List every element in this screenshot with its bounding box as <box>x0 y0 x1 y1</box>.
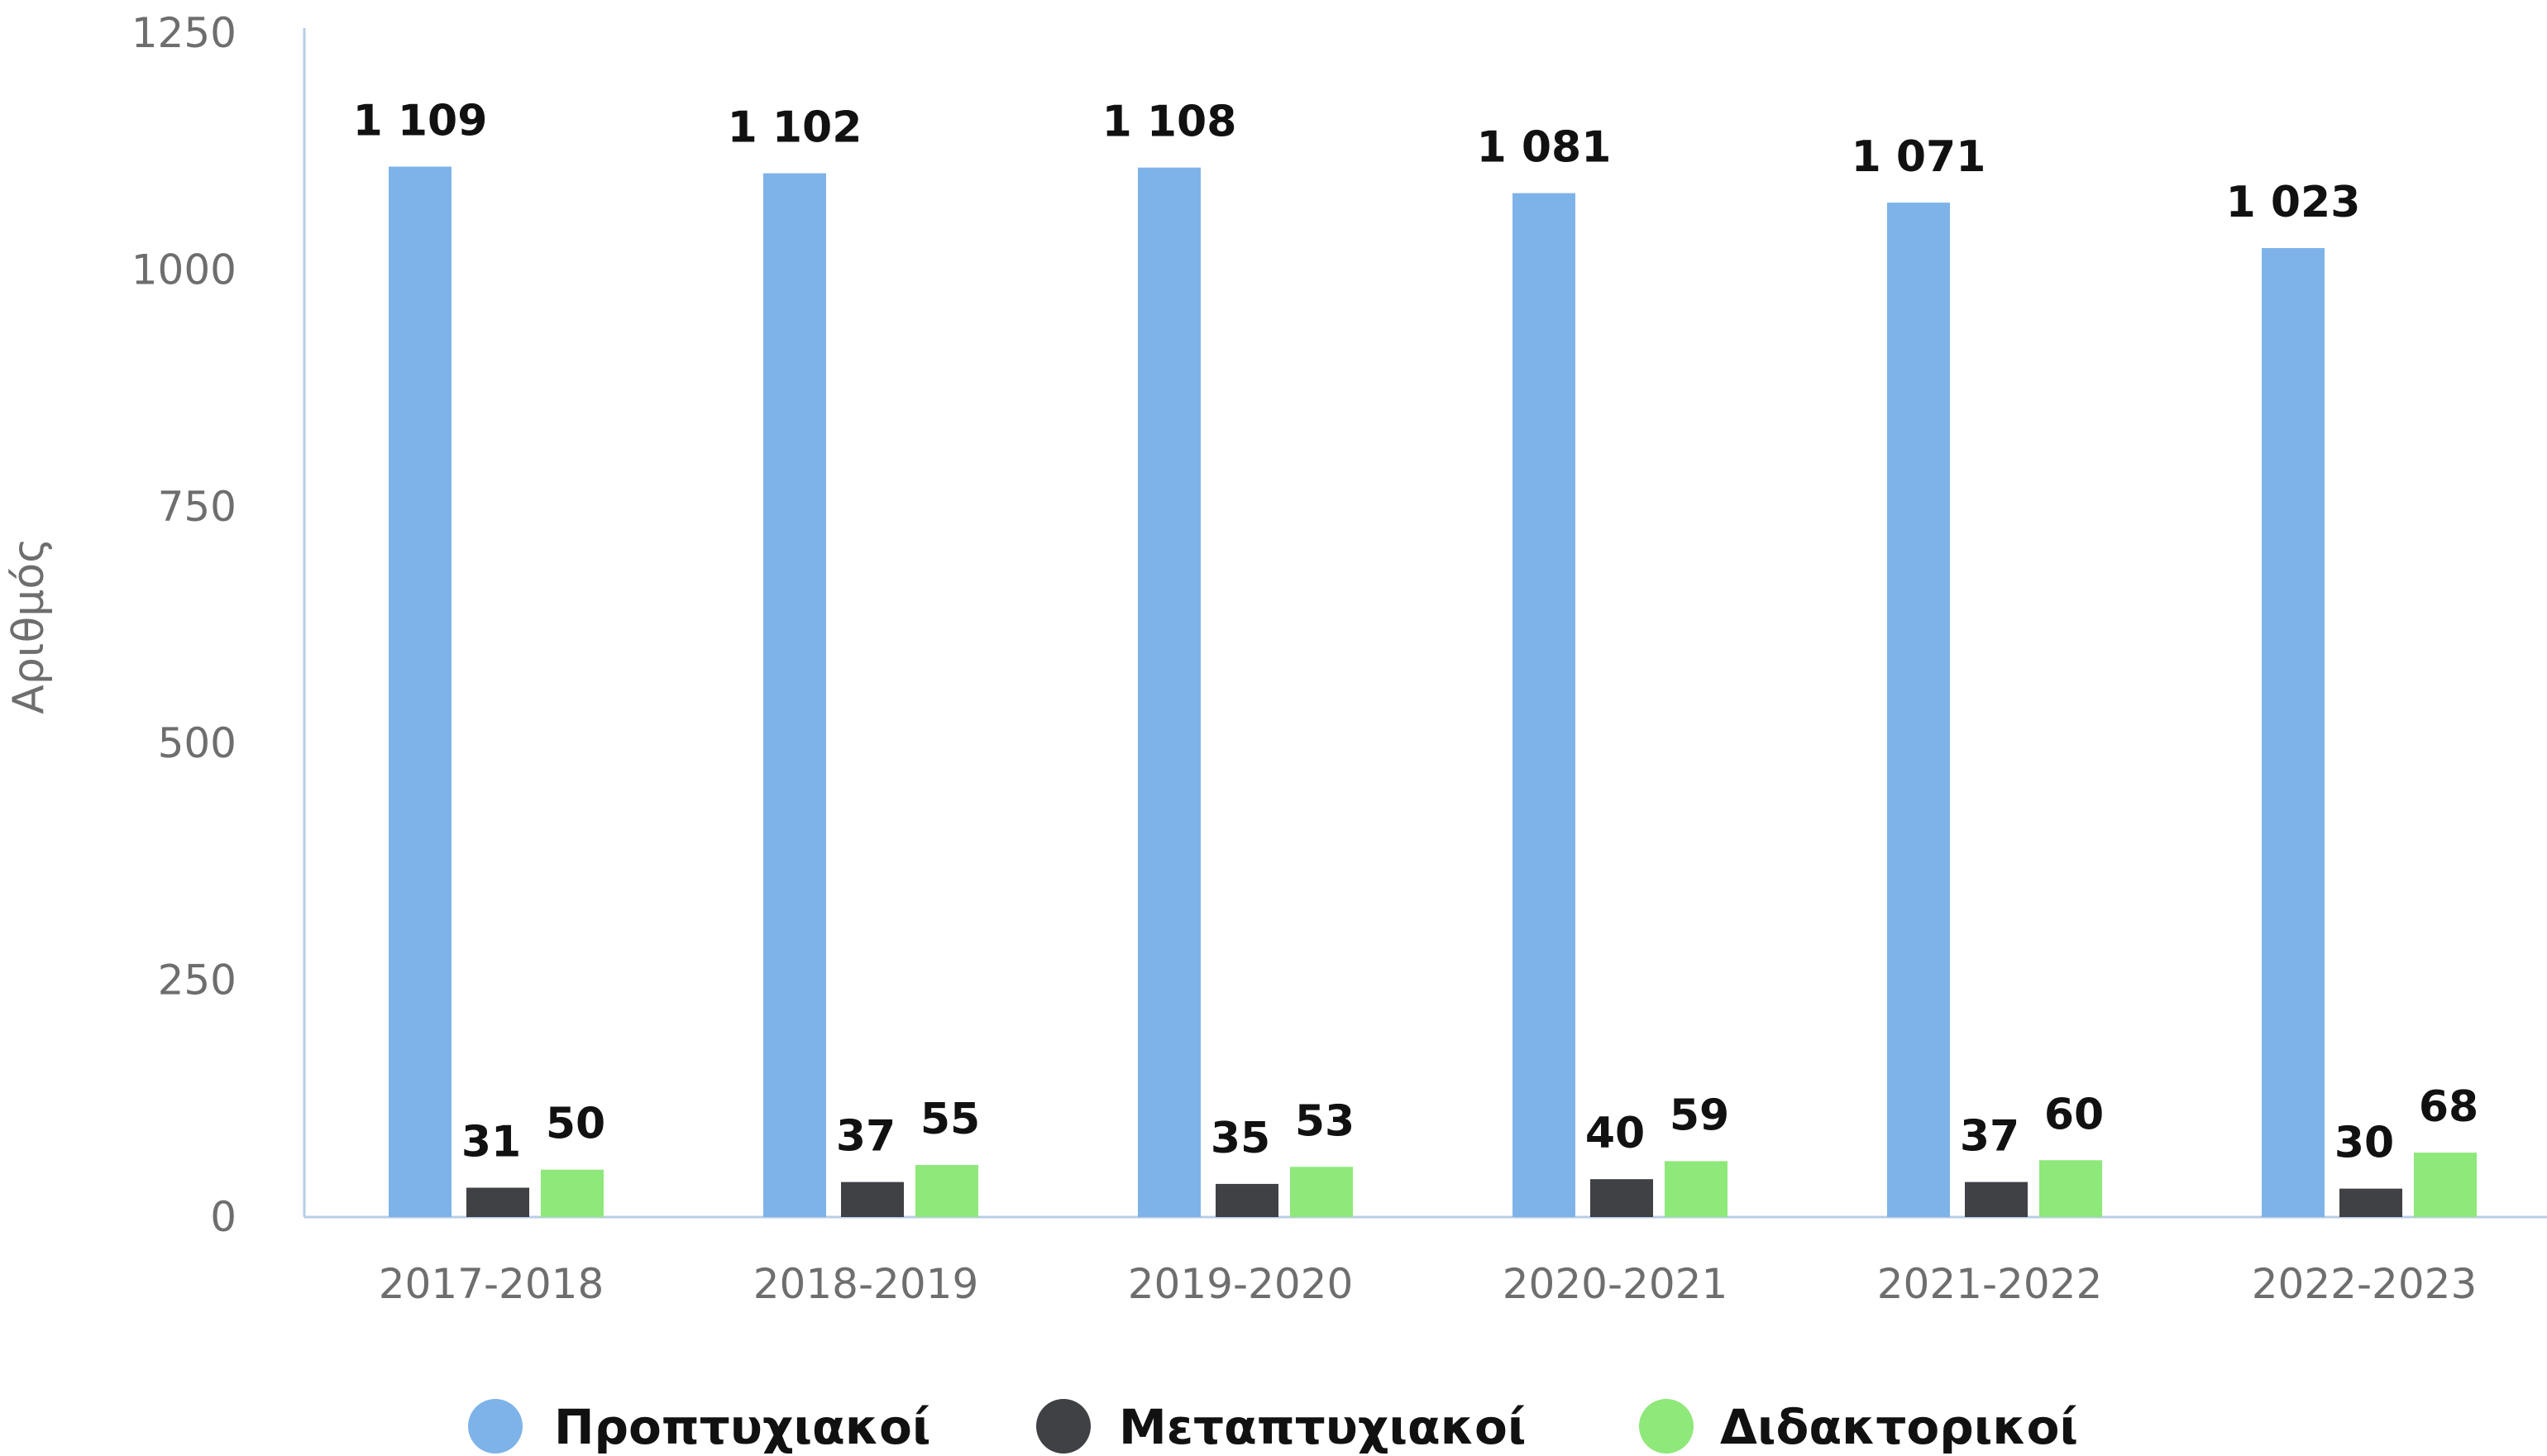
y-axis-title: Αριθμός <box>4 537 54 714</box>
bar-Μεταπτυχιακοί-2020-2021 <box>1590 1179 1653 1217</box>
legend-label: Μεταπτυχιακοί <box>1119 1399 1526 1455</box>
bar-Προπτυχιακοί-2019-2020 <box>1138 167 1201 1218</box>
data-label: 1 109 <box>353 97 488 146</box>
legend-marker-1 <box>468 1399 523 1454</box>
legend-label: Προπτυχιακοί <box>554 1399 930 1455</box>
bar-Μεταπτυχιακοί-2022-2023 <box>2339 1188 2402 1217</box>
data-label: 1 108 <box>1102 98 1237 147</box>
data-label: 1 081 <box>1477 123 1612 173</box>
data-label: 30 <box>2334 1119 2394 1168</box>
x-tick-label: 2022-2023 <box>2252 1260 2478 1308</box>
data-label: 37 <box>836 1112 896 1162</box>
legend-marker-2 <box>1036 1399 1091 1454</box>
data-label: 55 <box>920 1095 980 1144</box>
data-label: 50 <box>546 1100 605 1149</box>
y-tick-label: 500 <box>158 719 237 767</box>
x-tick-label: 2017-2018 <box>379 1260 604 1308</box>
data-label: 60 <box>2044 1090 2104 1139</box>
data-label: 1 023 <box>2226 178 2361 227</box>
y-tick-label: 1250 <box>131 9 237 57</box>
bar-Διδακτορικοί-2021-2022 <box>2039 1160 2102 1217</box>
bar-Μεταπτυχιακοί-2021-2022 <box>1965 1182 2028 1217</box>
y-tick-label: 750 <box>158 483 237 531</box>
data-label: 35 <box>1211 1114 1270 1163</box>
bar-Μεταπτυχιακοί-2017-2018 <box>466 1187 529 1217</box>
legend-marker-3 <box>1639 1399 1694 1454</box>
bar-Προπτυχιακοί-2018-2019 <box>763 173 826 1217</box>
bar-Προπτυχιακοί-2020-2021 <box>1512 193 1575 1217</box>
bar-Διδακτορικοί-2017-2018 <box>541 1169 604 1217</box>
x-tick-label: 2019-2020 <box>1128 1260 1354 1308</box>
bar-Διδακτορικοί-2018-2019 <box>915 1164 978 1217</box>
bar-Διδακτορικοί-2020-2021 <box>1665 1161 1727 1217</box>
x-tick-label: 2020-2021 <box>1503 1260 1728 1308</box>
data-label: 40 <box>1585 1109 1645 1158</box>
bar-Διδακτορικοί-2022-2023 <box>2414 1153 2477 1217</box>
bar-Προπτυχιακοί-2022-2023 <box>2262 248 2325 1217</box>
bar-Προπτυχιακοί-2021-2022 <box>1887 203 1950 1218</box>
data-label: 1 102 <box>728 103 863 153</box>
bar-Διδακτορικοί-2019-2020 <box>1290 1167 1353 1217</box>
y-tick-label: 0 <box>210 1193 237 1241</box>
data-label: 37 <box>1960 1112 2019 1162</box>
data-label: 31 <box>461 1117 521 1167</box>
plot-area: 0 250 500 750 1000 1250 1 109 31 50 2017-2018 1 10… <box>131 9 2547 1308</box>
data-label: 59 <box>1670 1091 1729 1140</box>
y-tick-label: 250 <box>158 957 237 1005</box>
legend-label: Διδακτορικοί <box>1720 1399 2078 1455</box>
x-tick-label: 2018-2019 <box>753 1260 979 1308</box>
y-tick-label: 1000 <box>131 246 237 294</box>
data-label: 53 <box>1295 1096 1355 1146</box>
bar-Μεταπτυχιακοί-2019-2020 <box>1216 1183 1278 1217</box>
bar-Μεταπτυχιακοί-2018-2019 <box>841 1182 904 1217</box>
data-label: 1 071 <box>1852 132 1986 182</box>
data-label: 68 <box>2419 1082 2478 1132</box>
bar-Προπτυχιακοί-2017-2018 <box>389 166 452 1218</box>
legend: Προπτυχιακοί Μεταπτυχιακοί Διδακτορικοί <box>468 1399 2078 1455</box>
x-tick-label: 2021-2022 <box>1877 1260 2103 1308</box>
